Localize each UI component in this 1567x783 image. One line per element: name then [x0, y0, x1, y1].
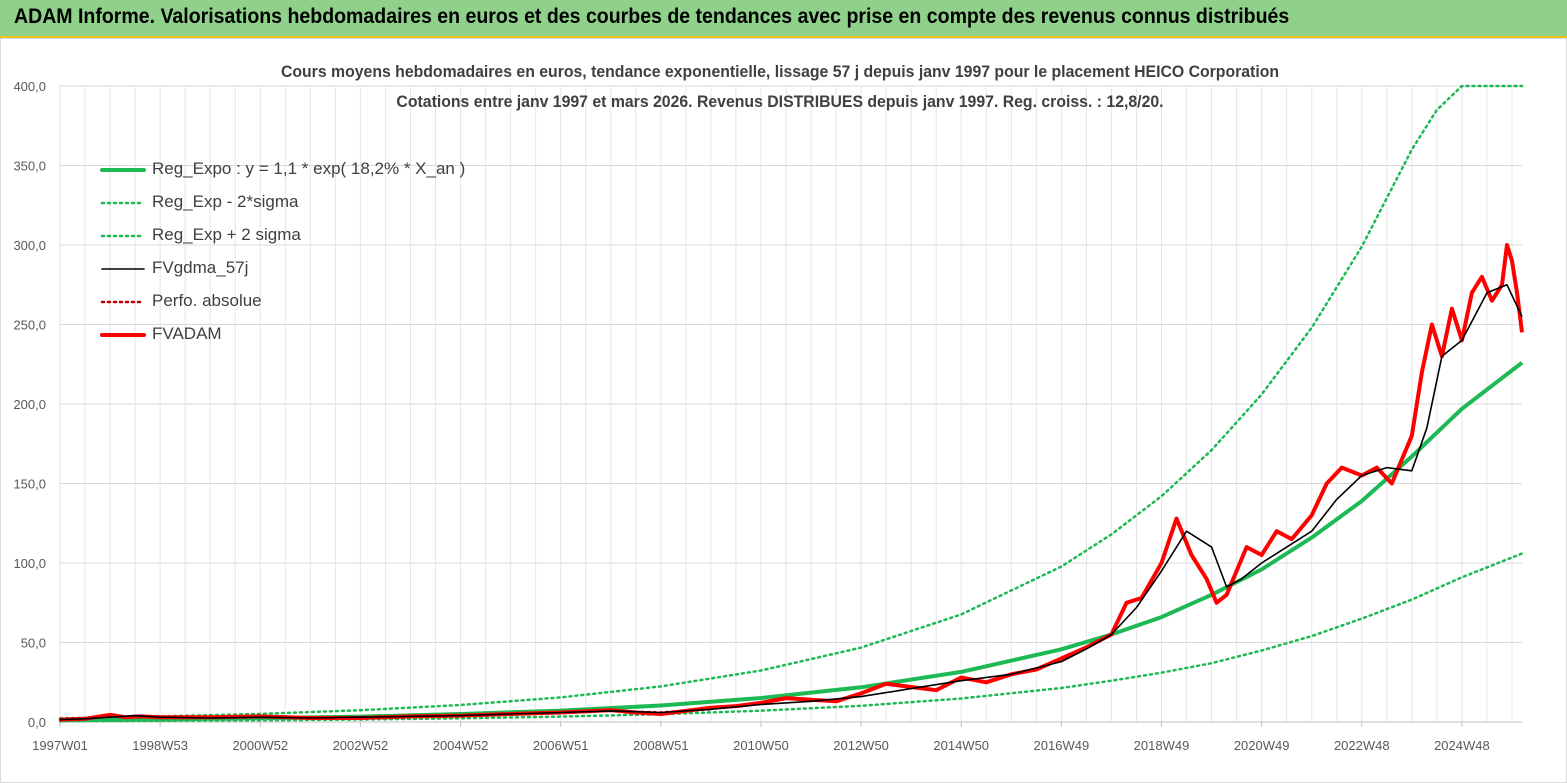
x-tick-label: 1998W53 [132, 738, 188, 753]
header-accent-left [0, 36, 14, 39]
legend-label: Reg_Exp + 2 sigma [152, 224, 301, 244]
x-tick-label: 2012W50 [833, 738, 889, 753]
chart-legend: Reg_Expo : y = 1,1 * exp( 18,2% * X_an )… [100, 152, 465, 350]
legend-swatch [101, 267, 145, 270]
legend-item: Reg_Expo : y = 1,1 * exp( 18,2% * X_an ) [100, 152, 465, 185]
chart-title-line1: Cours moyens hebdomadaires en euros, ten… [280, 62, 1280, 81]
legend-label: FVgdma_57j [152, 257, 249, 277]
legend-swatch [100, 332, 146, 337]
x-tick-label: 2018W49 [1134, 738, 1190, 753]
x-tick-label: 2008W51 [633, 738, 689, 753]
y-tick-label: 350,0 [13, 159, 46, 174]
legend-item: FVADAM [100, 317, 465, 350]
legend-label: Reg_Expo : y = 1,1 * exp( 18,2% * X_an ) [152, 158, 466, 178]
page-title: ADAM Informe. Valorisations hebdomadaire… [14, 5, 1290, 28]
series-line-3 [59, 284, 1523, 721]
y-tick-label: 400,0 [13, 79, 46, 94]
y-tick-label: 100,0 [13, 556, 46, 571]
series-line-2 [58, 84, 1524, 720]
y-tick-label: 50,0 [21, 636, 46, 651]
y-tick-label: 300,0 [13, 238, 46, 253]
legend-item: Perfo. absolue [100, 284, 465, 317]
chart-title-line2: Cotations entre janv 1997 et mars 2026. … [396, 92, 1164, 111]
x-tick-label: 2004W52 [433, 738, 489, 753]
y-tick-label: 200,0 [13, 397, 46, 412]
legend-item: Reg_Exp + 2 sigma [100, 218, 465, 251]
x-tick-label: 1997W01 [32, 738, 88, 753]
x-tick-label: 2022W48 [1334, 738, 1390, 753]
legend-item: FVgdma_57j [100, 251, 465, 284]
legend-item: Reg_Exp - 2*sigma [100, 185, 465, 218]
x-tick-label: 2014W50 [933, 738, 989, 753]
x-tick-label: 2024W48 [1434, 738, 1490, 753]
legend-swatch [100, 201, 146, 204]
legend-label: FVADAM [152, 323, 222, 343]
x-tick-label: 2006W51 [533, 738, 589, 753]
x-tick-label: 2016W49 [1034, 738, 1090, 753]
y-tick-label: 250,0 [13, 318, 46, 333]
y-tick-label: 0,0 [28, 715, 46, 730]
series-line-0 [59, 361, 1524, 723]
header-bar: ADAM Informe. Valorisations hebdomadaire… [0, 0, 1567, 38]
header-accent-right [1561, 36, 1567, 39]
legend-label: Reg_Exp - 2*sigma [152, 191, 299, 211]
y-tick-label: 150,0 [13, 477, 46, 492]
legend-swatch [100, 300, 146, 303]
legend-label: Perfo. absolue [152, 290, 262, 310]
x-tick-label: 2000W52 [232, 738, 288, 753]
legend-swatch [100, 234, 146, 237]
x-tick-label: 2002W52 [333, 738, 389, 753]
x-tick-label: 2010W50 [733, 738, 789, 753]
x-tick-label: 2020W49 [1234, 738, 1290, 753]
legend-swatch [100, 167, 146, 172]
